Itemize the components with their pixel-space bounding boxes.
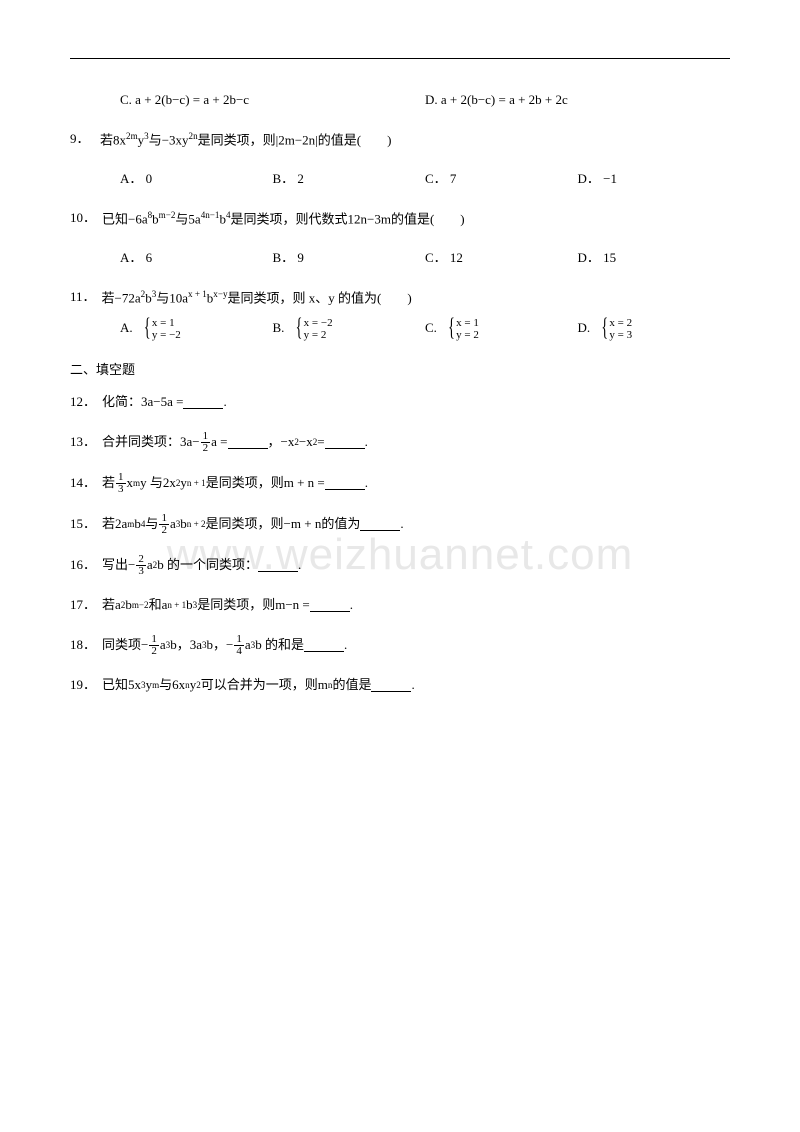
blank xyxy=(258,558,298,572)
options-cd: C. a + 2(b−c) = a + 2b−c D. a + 2(b−c) =… xyxy=(70,90,730,111)
blank xyxy=(325,435,365,449)
q13-num: 13． xyxy=(70,432,96,453)
q9-num: 9． xyxy=(70,129,94,150)
q10-stem: 10． 已知−6a8bm−2与5a4n−1b4是同类项，则代数式12n−3m的值… xyxy=(70,208,730,230)
option-c-label: C. xyxy=(120,92,132,107)
blank xyxy=(304,638,344,652)
q10-opts: A． 6 B． 9 C． 12 D． 15 xyxy=(70,248,730,269)
q13-pre: 合并同类项： xyxy=(102,432,180,453)
q9-stem: 9． 若8x2my3与−3xy2n是同类项，则|2m−2n|的值是( ) xyxy=(70,129,730,151)
brace-icon: x = 1 y = −2 xyxy=(144,317,181,341)
q9-opt-b: B． 2 xyxy=(273,169,426,190)
q9-opt-c: C． 7 xyxy=(425,169,578,190)
q11-opts: A. x = 1 y = −2 B. x = −2 y = 2 C. x = 1… xyxy=(70,317,730,341)
q11-text: 若−72a2b3与10ax + 1bx−y是同类项，则 x、y 的值为( ) xyxy=(102,287,412,309)
q19-num: 19． xyxy=(70,675,96,696)
q11-opt-c: C. x = 1 y = 2 xyxy=(425,317,578,341)
q11-opt-b: B. x = −2 y = 2 xyxy=(273,317,426,341)
q18-num: 18． xyxy=(70,635,96,656)
q17-num: 17． xyxy=(70,595,96,616)
option-d: D. a + 2(b−c) = a + 2b + 2c xyxy=(425,90,730,111)
q11-opt-d: D. x = 2 y = 3 xyxy=(578,317,731,341)
q16-num: 16． xyxy=(70,555,96,576)
fraction: 14 xyxy=(234,634,244,657)
q9-opts: A． 0 B． 2 C． 7 D． −1 xyxy=(70,169,730,190)
brace-icon: x = −2 y = 2 xyxy=(296,317,333,341)
q10-opt-b: B． 9 xyxy=(273,248,426,269)
page-content: C. a + 2(b−c) = a + 2b−c D. a + 2(b−c) =… xyxy=(70,60,730,695)
section-2-heading: 二、填空题 xyxy=(70,359,730,378)
option-c: C. a + 2(b−c) = a + 2b−c xyxy=(120,90,425,111)
blank xyxy=(183,395,223,409)
q10-opt-d: D． 15 xyxy=(578,248,731,269)
q15: 15． 若2am b4 与 12 a3 bn + 2 是同类项，则−m + n的… xyxy=(70,513,730,536)
q13: 13． 合并同类项： 3a− 12 a = ，−x2 −x2 = . xyxy=(70,431,730,454)
q10-opt-a: A． 6 xyxy=(120,248,273,269)
q18: 18． 同类项 − 12 a3 b，3a3 b， − 14 a3 b 的和是 . xyxy=(70,634,730,657)
option-d-label: D. xyxy=(425,92,438,107)
q12: 12． 化简：3a−5a = . xyxy=(70,392,730,413)
q12-num: 12． xyxy=(70,392,96,413)
blank xyxy=(310,598,350,612)
q9-opt-a: A． 0 xyxy=(120,169,273,190)
q14: 14． 若 13 xm y 与2x2 yn + 1 是同类项，则m + n = … xyxy=(70,472,730,495)
brace-icon: x = 1 y = 2 xyxy=(448,317,479,341)
q14-num: 14． xyxy=(70,473,96,494)
blank xyxy=(371,678,411,692)
fraction: 12 xyxy=(159,513,169,536)
blank xyxy=(360,517,400,531)
q19: 19． 已知5x3 ym 与6xn y2 可以合并为一项，则mn 的值是 . xyxy=(70,675,730,696)
q12-text: 化简：3a−5a = xyxy=(102,392,183,413)
q9-opt-d: D． −1 xyxy=(578,169,731,190)
blank xyxy=(325,476,365,490)
fraction: 12 xyxy=(149,634,159,657)
q11-num: 11． xyxy=(70,287,96,308)
q12-end: . xyxy=(223,392,226,413)
q15-num: 15． xyxy=(70,514,96,535)
brace-icon: x = 2 y = 3 xyxy=(601,317,632,341)
q11-stem: 11． 若−72a2b3与10ax + 1bx−y是同类项，则 x、y 的值为(… xyxy=(70,287,730,309)
fraction: 12 xyxy=(201,431,211,454)
option-d-text: a + 2(b−c) = a + 2b + 2c xyxy=(441,92,568,107)
blank xyxy=(228,435,268,449)
q11-opt-a: A. x = 1 y = −2 xyxy=(120,317,273,341)
option-c-text: a + 2(b−c) = a + 2b−c xyxy=(135,92,249,107)
fraction: 23 xyxy=(136,554,146,577)
page-top-rule xyxy=(70,58,730,59)
fraction: 13 xyxy=(116,472,126,495)
q10-opt-c: C． 12 xyxy=(425,248,578,269)
q17: 17． 若a2 bm−2 和an + 1 b3 是同类项，则m−n = . xyxy=(70,595,730,616)
q10-num: 10． xyxy=(70,208,96,229)
q10-text: 已知−6a8bm−2与5a4n−1b4是同类项，则代数式12n−3m的值是( ) xyxy=(102,208,465,230)
q9-text: 若8x2my3与−3xy2n是同类项，则|2m−2n|的值是( ) xyxy=(100,129,391,151)
q16: 16． 写出 − 23 a2 b 的一个同类项： . xyxy=(70,554,730,577)
